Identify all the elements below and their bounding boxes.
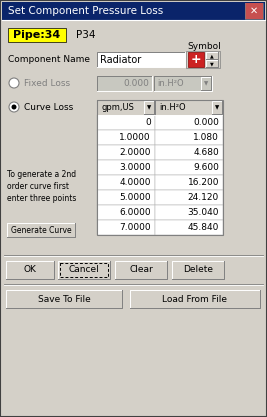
Bar [206, 60, 218, 67]
Text: Pipe:34: Pipe:34 [13, 30, 61, 40]
Bar [155, 175, 223, 190]
Text: Save To File: Save To File [38, 294, 90, 304]
Text: 4.680: 4.680 [193, 148, 219, 157]
Bar [155, 145, 223, 160]
Text: 45.840: 45.840 [188, 223, 219, 232]
Text: 1.080: 1.080 [193, 133, 219, 142]
Bar [97, 52, 185, 67]
Bar [97, 145, 155, 160]
Text: Set Component Pressure Loss: Set Component Pressure Loss [8, 6, 163, 16]
Text: Curve Loss: Curve Loss [24, 103, 73, 111]
Text: Fixed Loss: Fixed Loss [24, 78, 70, 88]
Bar [6, 290, 122, 308]
Bar [115, 261, 167, 279]
Text: P34: P34 [76, 30, 96, 40]
Text: 4.0000: 4.0000 [120, 178, 151, 187]
Bar [97, 175, 155, 190]
Text: 2.0000: 2.0000 [120, 148, 151, 157]
Bar [155, 205, 223, 220]
Bar [58, 261, 110, 279]
Bar [60, 263, 108, 277]
Bar [97, 205, 155, 220]
Text: Load From File: Load From File [163, 294, 227, 304]
Bar [97, 160, 155, 175]
Bar [245, 3, 263, 19]
Bar [155, 130, 223, 145]
Text: 9.600: 9.600 [193, 163, 219, 172]
Bar [8, 28, 66, 42]
Text: gpm,US: gpm,US [101, 103, 134, 112]
Circle shape [11, 105, 17, 110]
Bar [188, 52, 204, 67]
Text: +: + [191, 53, 201, 66]
Bar [201, 77, 211, 90]
Bar [2, 2, 265, 20]
Text: ✕: ✕ [250, 6, 258, 16]
Bar [97, 115, 155, 130]
Bar [7, 223, 75, 237]
Text: in.H²O: in.H²O [157, 79, 184, 88]
Text: Component Name: Component Name [8, 55, 90, 63]
Bar [97, 100, 155, 115]
Circle shape [9, 102, 19, 112]
Bar [6, 261, 54, 279]
Text: To generate a 2nd
order curve first
enter three points: To generate a 2nd order curve first ente… [7, 170, 76, 203]
Text: Delete: Delete [183, 266, 213, 274]
Text: 0.000: 0.000 [193, 118, 219, 127]
Text: 35.040: 35.040 [187, 208, 219, 217]
Bar [144, 101, 154, 114]
Bar [97, 220, 155, 235]
Text: 0: 0 [145, 118, 151, 127]
Text: 16.200: 16.200 [187, 178, 219, 187]
Bar [155, 115, 223, 130]
Text: 7.0000: 7.0000 [119, 223, 151, 232]
Bar [155, 100, 223, 115]
Text: ▼: ▼ [215, 105, 219, 110]
Text: Clear: Clear [129, 266, 153, 274]
Bar [172, 261, 224, 279]
Text: Radiator: Radiator [100, 55, 141, 65]
Text: 1.0000: 1.0000 [119, 133, 151, 142]
Text: Generate Curve: Generate Curve [11, 226, 71, 234]
Bar [155, 190, 223, 205]
Text: 6.0000: 6.0000 [119, 208, 151, 217]
Bar [97, 100, 223, 235]
Text: ▼: ▼ [204, 81, 208, 86]
Bar [155, 160, 223, 175]
Bar [212, 101, 222, 114]
Text: 3.0000: 3.0000 [119, 163, 151, 172]
Bar [97, 76, 152, 91]
Bar [186, 51, 220, 68]
Text: ▼: ▼ [147, 105, 151, 110]
Bar [97, 130, 155, 145]
Text: 0.000: 0.000 [123, 79, 149, 88]
Text: Cancel: Cancel [69, 266, 99, 274]
Bar [97, 190, 155, 205]
Text: 5.0000: 5.0000 [119, 193, 151, 202]
Bar [154, 76, 212, 91]
Text: Symbol: Symbol [187, 42, 221, 50]
Bar [155, 220, 223, 235]
Text: OK: OK [23, 266, 36, 274]
Text: ▼: ▼ [210, 61, 214, 66]
Circle shape [9, 78, 19, 88]
Text: in.H²O: in.H²O [159, 103, 186, 112]
Text: ▲: ▲ [210, 53, 214, 58]
Bar [130, 290, 260, 308]
Bar [206, 52, 218, 59]
Text: 24.120: 24.120 [188, 193, 219, 202]
